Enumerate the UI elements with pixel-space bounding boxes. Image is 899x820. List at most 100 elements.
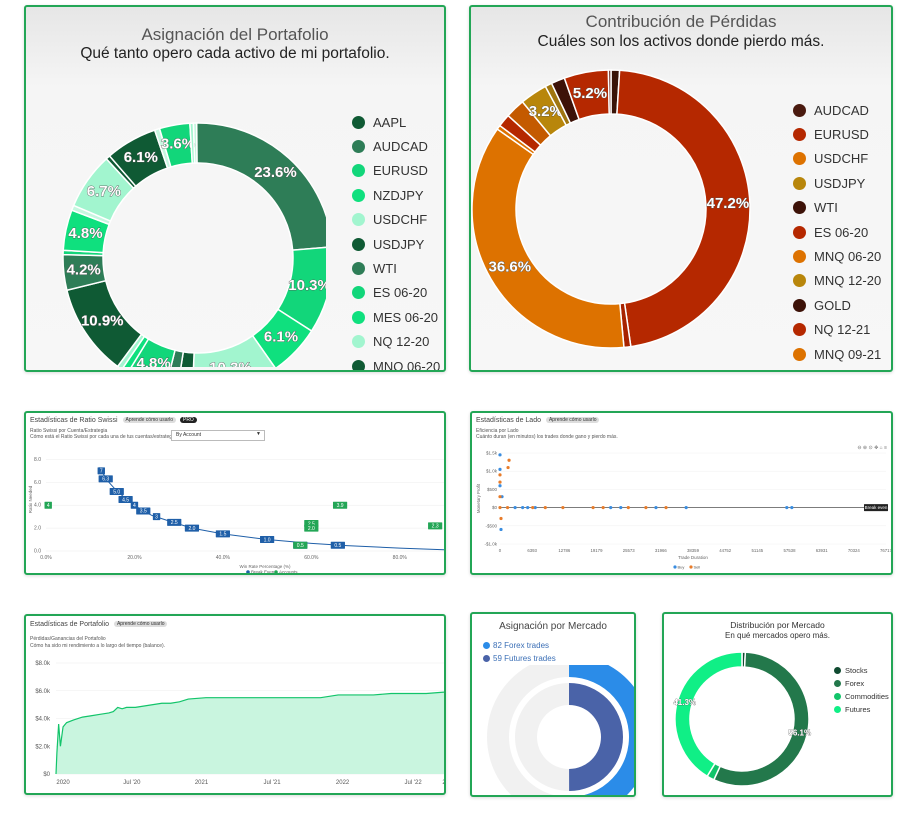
data-point[interactable] xyxy=(619,506,623,510)
data-point-marker[interactable] xyxy=(109,487,124,495)
data-point[interactable] xyxy=(601,506,605,510)
data-point-marker[interactable] xyxy=(428,522,443,530)
data-point[interactable] xyxy=(506,465,510,470)
data-point-marker[interactable] xyxy=(152,513,161,521)
legend-label: Buy xyxy=(678,565,685,570)
legend-item[interactable]: AAPL xyxy=(352,110,440,134)
legend-item[interactable]: MES 06-20 xyxy=(352,305,440,329)
data-point[interactable] xyxy=(526,506,530,510)
data-point[interactable] xyxy=(498,480,502,484)
learn-how-button[interactable]: Aprende cómo usarlo xyxy=(122,417,177,424)
legend-item[interactable]: USDCHF xyxy=(352,208,440,232)
legend-item[interactable]: AUDCAD xyxy=(352,134,440,158)
legend-item[interactable]: NZDJPY xyxy=(352,183,440,207)
legend-item[interactable]: Commodities xyxy=(834,690,889,703)
data-point-marker[interactable] xyxy=(304,524,319,532)
data-point[interactable] xyxy=(498,473,502,477)
legend-item[interactable]: USDJPY xyxy=(352,232,440,256)
legend-item[interactable]: WTI xyxy=(793,196,881,220)
data-point[interactable] xyxy=(664,506,668,510)
legend-label: MNQ 12-20 xyxy=(814,273,882,289)
legend-item[interactable]: AUDCAD xyxy=(793,98,881,122)
data-point[interactable] xyxy=(609,506,613,510)
legend-item[interactable]: MNQ 06-20 xyxy=(793,244,881,268)
data-point-marker[interactable] xyxy=(44,501,52,509)
data-point[interactable] xyxy=(591,506,595,510)
legend-item[interactable]: EURUSD xyxy=(793,122,881,146)
data-point-marker[interactable] xyxy=(184,524,200,532)
data-point[interactable] xyxy=(498,467,502,471)
legend-item[interactable]: EURUSD xyxy=(352,159,440,183)
data-point[interactable] xyxy=(499,527,503,532)
donut-slice[interactable] xyxy=(195,122,326,251)
data-point[interactable] xyxy=(785,506,789,510)
futures-ring[interactable] xyxy=(569,683,623,791)
legend-dot-icon xyxy=(793,128,806,142)
legend-item[interactable]: GOLD xyxy=(793,293,881,317)
data-point[interactable] xyxy=(684,506,688,510)
legend-item[interactable]: 59 Futures trades xyxy=(483,652,556,665)
data-point[interactable] xyxy=(790,506,794,510)
legend-item[interactable]: Forex xyxy=(834,677,889,690)
data-point-marker[interactable] xyxy=(260,536,275,544)
data-point[interactable] xyxy=(498,506,502,510)
chart-toolbar[interactable]: ⊖ ⊕ ⊙ ✥ ⌂ ≡ xyxy=(857,445,887,451)
data-point[interactable] xyxy=(507,458,511,462)
donut-slice[interactable] xyxy=(616,69,751,348)
legend-item[interactable]: ES 06-20 xyxy=(793,220,881,244)
data-point[interactable] xyxy=(498,495,502,499)
axis-tick-label: 63931 xyxy=(816,548,829,553)
data-point[interactable] xyxy=(561,506,565,510)
data-point[interactable] xyxy=(644,506,648,510)
legend-item[interactable]: Futures xyxy=(834,703,889,716)
legend-item[interactable]: 82 Forex trades xyxy=(483,639,556,652)
data-point[interactable] xyxy=(499,516,503,521)
data-point[interactable] xyxy=(498,453,502,457)
donut-slice[interactable] xyxy=(192,334,276,367)
data-point-marker[interactable] xyxy=(167,518,182,526)
legend-dot-icon xyxy=(793,323,806,337)
data-point[interactable] xyxy=(498,484,502,488)
account-select[interactable]: By Account ▼ xyxy=(171,430,265,441)
legend-item[interactable]: MNQ 06-20 xyxy=(352,354,440,370)
legend-dot-icon xyxy=(834,706,841,713)
data-point[interactable] xyxy=(531,506,535,510)
donut-slice[interactable] xyxy=(607,69,612,115)
x-axis-label: Win Rate Percentage (%) xyxy=(239,564,291,569)
data-point[interactable] xyxy=(505,506,510,510)
y-axis-label: Monetary Profit xyxy=(476,483,481,513)
data-point[interactable] xyxy=(521,506,525,510)
legend-item[interactable]: USDJPY xyxy=(793,171,881,195)
data-point-marker[interactable] xyxy=(293,541,308,549)
legend-item[interactable]: NQ 12-20 xyxy=(352,330,440,354)
data-point[interactable] xyxy=(654,506,658,510)
donut-slice[interactable] xyxy=(712,651,810,787)
donut-slice[interactable] xyxy=(674,651,743,778)
donut-slice[interactable] xyxy=(189,122,196,164)
data-point-marker[interactable] xyxy=(332,501,348,509)
legend-item[interactable]: NQ 12-21 xyxy=(793,318,881,342)
learn-how-button[interactable]: Aprende cómo usarlo xyxy=(113,621,168,628)
data-point-marker[interactable] xyxy=(130,501,139,509)
donut-slice[interactable] xyxy=(471,128,625,349)
legend-item[interactable]: MNQ 12-20 xyxy=(793,269,881,293)
data-point[interactable] xyxy=(626,506,630,510)
data-point[interactable] xyxy=(543,506,547,510)
data-point-marker[interactable] xyxy=(136,507,151,515)
forex-ring[interactable] xyxy=(549,665,634,795)
data-point-marker[interactable] xyxy=(330,541,345,549)
ratio-swissi-chart: 0.0 2.0 4.0 6.0 8.0 0.0% 20.0% 40.0% 60.0% 80.0% R… xyxy=(28,457,444,573)
data-point-marker[interactable] xyxy=(215,530,230,538)
data-point[interactable] xyxy=(533,506,537,510)
legend-dot-icon xyxy=(352,164,365,178)
data-point[interactable] xyxy=(513,506,517,510)
legend-item[interactable]: ES 06-20 xyxy=(352,281,440,305)
data-point-marker[interactable] xyxy=(97,467,105,475)
data-point-marker[interactable] xyxy=(118,496,133,503)
legend-item[interactable]: WTI xyxy=(352,256,440,280)
learn-how-button[interactable]: Aprende cómo usarlo xyxy=(545,417,600,424)
legend-item[interactable]: USDCHF xyxy=(793,147,881,171)
data-point-marker[interactable] xyxy=(98,475,113,483)
legend-item[interactable]: MNQ 09-21 xyxy=(793,342,881,366)
legend-item[interactable]: Stocks xyxy=(834,664,889,677)
